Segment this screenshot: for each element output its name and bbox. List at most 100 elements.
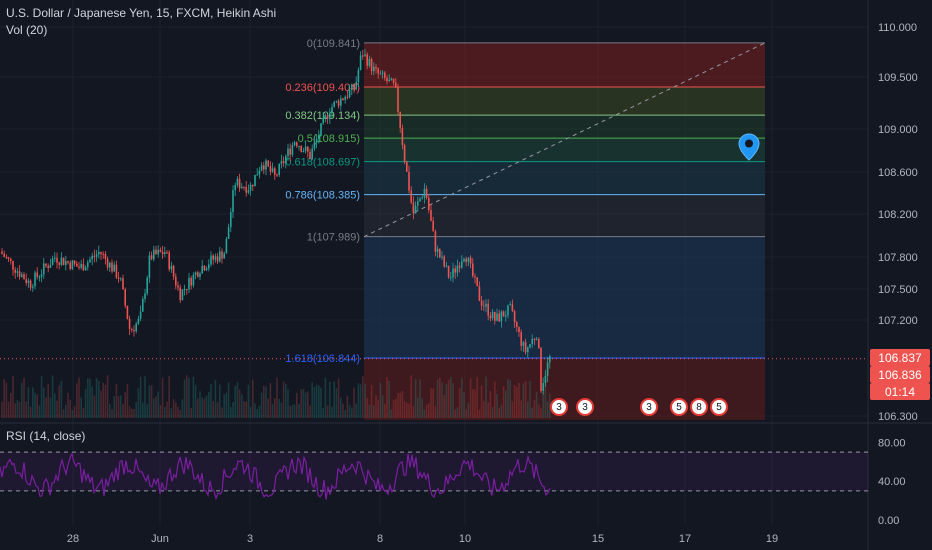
candle-body <box>476 277 478 287</box>
candle-body <box>439 248 441 258</box>
candle-body <box>357 69 360 83</box>
volume-bar <box>302 388 305 418</box>
candle-body <box>263 165 265 170</box>
volume-bar <box>170 408 173 418</box>
price-axis-label: 107.800 <box>878 252 918 264</box>
event-badge[interactable]: 8 <box>690 398 708 416</box>
volume-bar <box>520 400 522 418</box>
candle-body <box>505 315 507 317</box>
time-axis-label: 15 <box>592 533 604 545</box>
fib-level-label: 0.382(109.134) <box>285 110 360 122</box>
volume-bar <box>392 399 395 418</box>
chart-title: U.S. Dollar / Japanese Yen, 15, FXCM, He… <box>6 6 277 20</box>
volume-bar <box>135 401 137 418</box>
volume-bar <box>241 394 243 418</box>
volume-bar <box>194 385 197 418</box>
candle-body <box>333 101 335 107</box>
volume-bar <box>518 382 520 418</box>
event-badge[interactable]: 3 <box>640 398 658 416</box>
event-badge[interactable]: 5 <box>710 398 728 416</box>
location-pin-icon[interactable] <box>738 133 760 161</box>
volume-bar <box>535 391 538 418</box>
volume-bar <box>489 390 492 418</box>
candle-body <box>1 251 3 254</box>
candle-body <box>175 276 177 286</box>
candle-body <box>430 209 432 221</box>
candle-body <box>84 267 87 271</box>
candle-body <box>142 298 144 312</box>
candle-body <box>500 311 503 322</box>
volume-bar <box>390 409 393 418</box>
volume-bar <box>291 404 294 418</box>
event-badge[interactable]: 3 <box>576 398 594 416</box>
candle-body <box>135 323 137 332</box>
candle-body <box>538 339 540 349</box>
volume-bar <box>89 378 91 418</box>
candle-body <box>124 289 126 306</box>
candle-body <box>221 251 223 259</box>
candle-body <box>269 166 272 172</box>
volume-bar <box>78 377 80 418</box>
candle-body <box>232 190 234 213</box>
price-axis-label: 109.500 <box>878 72 918 84</box>
volume-bar <box>533 400 536 418</box>
volume-bar <box>542 392 544 418</box>
volume-bar <box>40 376 43 418</box>
volume-bar <box>148 385 151 418</box>
candle-body <box>395 82 397 88</box>
volume-bar <box>447 379 450 418</box>
candle-body <box>144 293 146 299</box>
candle-body <box>34 272 36 287</box>
volume-bar <box>265 386 267 418</box>
rsi-indicator-label[interactable]: RSI (14, close) <box>6 429 86 443</box>
volume-bar <box>549 393 551 418</box>
candle-body <box>113 264 115 272</box>
volume-bar <box>274 398 276 418</box>
fib-level-label: 1.618(106.844) <box>285 353 360 365</box>
candle-body <box>223 253 225 259</box>
volume-bar <box>513 385 516 418</box>
volume-bar <box>461 378 463 418</box>
candle-body <box>307 146 309 152</box>
candle-body <box>106 258 109 268</box>
volume-bar <box>384 403 386 418</box>
volume-bar <box>434 405 437 418</box>
volume-bar <box>399 392 401 418</box>
candle-body <box>454 268 456 273</box>
volume-bar <box>348 404 351 418</box>
fib-retracement-zone[interactable]: 0(109.841) 0.236(109.404) 0.382(109.134) 0.… <box>0 38 868 420</box>
candle-body <box>177 285 179 288</box>
volume-bar <box>494 381 496 418</box>
fib-zone-band <box>364 161 765 195</box>
volume-bar <box>333 381 335 418</box>
volume-bar <box>234 385 236 418</box>
candle-body <box>190 277 192 286</box>
event-badge[interactable]: 3 <box>550 398 568 416</box>
candle-body <box>533 338 536 340</box>
volume-bar <box>500 404 503 418</box>
volume-bar <box>166 401 168 418</box>
event-badge[interactable]: 5 <box>670 398 688 416</box>
volume-bar <box>87 378 89 418</box>
candle-body <box>337 100 340 106</box>
candle-body <box>256 174 258 176</box>
volume-bar <box>331 406 333 418</box>
candle-body <box>210 255 212 265</box>
volume-bar <box>188 378 190 418</box>
candle-body <box>401 128 404 146</box>
volume-bar <box>249 406 252 418</box>
volume-indicator-label[interactable]: Vol (20) <box>6 23 48 37</box>
candle-body <box>208 264 210 269</box>
candle-body <box>230 212 232 228</box>
candle-body <box>23 274 25 280</box>
candle-body <box>408 171 410 191</box>
candle-body <box>421 197 423 199</box>
candle-body <box>386 77 388 82</box>
volume-bar <box>225 392 228 418</box>
volume-bar <box>14 403 16 418</box>
volume-bar <box>315 384 318 418</box>
candle-body <box>49 264 52 268</box>
candle-body <box>346 96 349 98</box>
volume-bar <box>190 407 192 418</box>
